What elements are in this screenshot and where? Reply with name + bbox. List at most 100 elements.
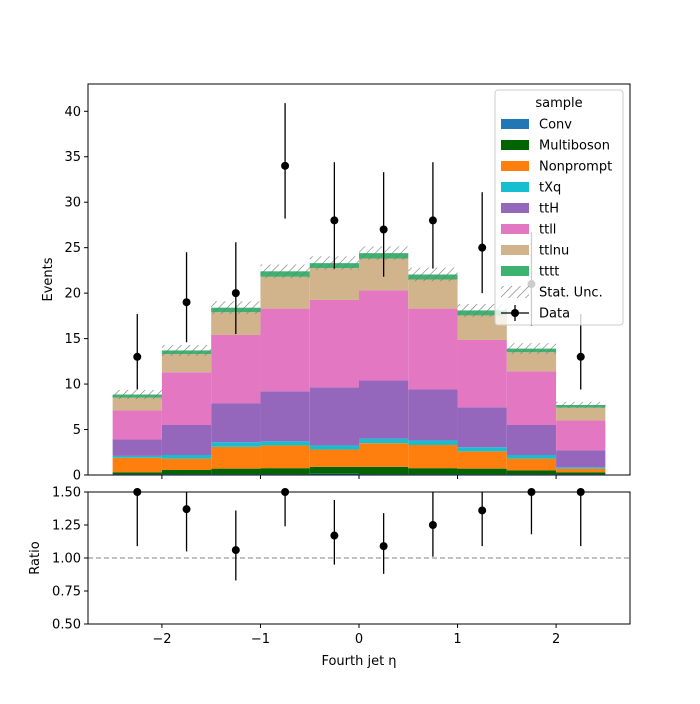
- ratio-xtick-label-0: −2: [152, 632, 171, 647]
- ratio-point-1: [182, 505, 191, 514]
- bar-txq-9: [556, 467, 606, 469]
- main-ytick-label-3: 15: [64, 332, 81, 347]
- data-point-4: [330, 216, 339, 225]
- bar-txq-8: [506, 454, 557, 459]
- legend-label-ttll: ttll: [539, 223, 556, 238]
- bar-nonprompt-4: [309, 449, 359, 467]
- data-point-5: [379, 225, 388, 234]
- bar-ttlnu-4: [309, 268, 359, 300]
- legend-swatch-nonprompt: [501, 161, 529, 171]
- legend-label-nonprompt: Nonprompt: [539, 160, 612, 175]
- bar-nonprompt-7: [457, 451, 507, 469]
- bar-tth-6: [408, 389, 458, 441]
- ratio-xtick-label-1: −1: [251, 632, 270, 647]
- data-point-1: [182, 298, 191, 307]
- bar-multiboson-3: [260, 468, 310, 475]
- data-point-2: [231, 289, 240, 298]
- ratio-point-5: [379, 542, 388, 551]
- bar-txq-1: [161, 454, 212, 459]
- main-ytick-label-8: 40: [64, 105, 81, 120]
- stat-unc-band-0: [112, 389, 162, 400]
- ratio-ylabel: Ratio: [28, 541, 43, 574]
- bar-nonprompt-8: [506, 458, 557, 471]
- bar-ttll-8: [506, 371, 557, 425]
- bar-ttlnu-1: [161, 354, 212, 373]
- data-point-6: [428, 216, 437, 225]
- legend-swatch-tttt: [501, 266, 529, 276]
- stat-unc-band-3: [260, 264, 310, 279]
- legend-label-tttt: tttt: [539, 265, 559, 280]
- bar-multiboson-1: [161, 469, 212, 475]
- bar-nonprompt-3: [260, 445, 310, 469]
- bar-tth-0: [112, 439, 162, 456]
- legend-swatch-multiboson: [501, 140, 529, 150]
- bar-tth-1: [161, 424, 212, 455]
- bar-multiboson-8: [506, 470, 557, 475]
- stat-unc-band-9: [556, 401, 606, 409]
- ratio-point-6: [428, 521, 437, 529]
- ratio-xtick-label-2: 0: [355, 632, 363, 647]
- main-ytick-label-6: 30: [64, 196, 81, 211]
- bar-ttll-2: [211, 334, 261, 404]
- x-axis-label: Fourth jet η: [321, 654, 396, 669]
- data-point-9: [576, 352, 585, 361]
- bar-ttll-6: [408, 308, 458, 390]
- bar-ttll-4: [309, 299, 359, 388]
- bar-nonprompt-0: [112, 457, 162, 473]
- bar-ttll-5: [359, 290, 409, 381]
- ratio-point-2: [231, 546, 240, 555]
- bar-txq-5: [359, 438, 409, 444]
- bar-multiboson-2: [211, 468, 261, 475]
- ratio-ytick-label-0: 0.50: [52, 618, 81, 633]
- bar-tth-8: [506, 424, 557, 455]
- legend-swatch-tth: [501, 203, 529, 213]
- bar-nonprompt-1: [161, 458, 212, 470]
- bar-ttll-3: [260, 308, 310, 392]
- bar-ttll-9: [556, 420, 606, 451]
- stat-unc-band-1: [161, 344, 212, 356]
- bar-nonprompt-6: [408, 444, 458, 469]
- bar-tth-7: [457, 407, 507, 448]
- legend-swatch-ttll: [501, 224, 529, 234]
- data-point-3: [281, 161, 290, 170]
- bar-tth-3: [260, 391, 310, 442]
- ratio-panel: 0.50 0.75 1.00 1.25 1.50 −2 −1 0 1 2 Ratio Fourth j…: [28, 486, 631, 669]
- legend-swatch-ttlnu: [501, 245, 529, 255]
- legend-label-txq: tXq: [539, 181, 561, 196]
- bar-nonprompt-9: [556, 468, 606, 473]
- main-ytick-label-0: 0: [73, 469, 81, 484]
- bar-multiboson-0: [112, 472, 162, 475]
- bar-txq-2: [211, 442, 261, 447]
- main-panel: 0 5 10 15 20 25 30 35 40 Events: [41, 83, 631, 484]
- ratio-point-4: [330, 531, 339, 540]
- main-ytick-label-1: 5: [73, 423, 81, 438]
- legend-label-multiboson: Multiboson: [539, 139, 610, 154]
- bar-txq-7: [457, 447, 507, 452]
- legend-swatch-conv: [501, 119, 529, 129]
- bar-tth-5: [359, 380, 409, 439]
- main-ytick-label-5: 25: [64, 241, 81, 256]
- bar-conv-4: [309, 473, 359, 475]
- bar-txq-3: [260, 441, 310, 446]
- legend-swatch-stat-unc: [501, 286, 529, 298]
- bar-tth-9: [556, 450, 606, 468]
- bar-ttlnu-6: [408, 279, 458, 309]
- ratio-ytick-label-3: 1.25: [52, 519, 81, 534]
- ratio-point-7: [478, 506, 487, 515]
- bar-nonprompt-5: [359, 443, 409, 467]
- bar-ttlnu-9: [556, 407, 606, 421]
- stat-unc-band-8: [506, 343, 557, 355]
- bar-multiboson-6: [408, 468, 458, 475]
- legend-data-marker: [511, 309, 519, 317]
- bar-ttlnu-3: [260, 276, 310, 309]
- bar-ttll-0: [112, 410, 162, 440]
- bar-ttll-7: [457, 339, 507, 408]
- main-ylabel: Events: [41, 257, 56, 301]
- ratio-ytick-label-1: 0.75: [52, 585, 81, 600]
- legend-label-stat-unc: Stat. Unc.: [539, 286, 603, 301]
- ratio-ytick-label-4: 1.50: [52, 486, 81, 501]
- legend-label-tth: ttH: [539, 202, 559, 217]
- bar-multiboson-4: [309, 466, 359, 474]
